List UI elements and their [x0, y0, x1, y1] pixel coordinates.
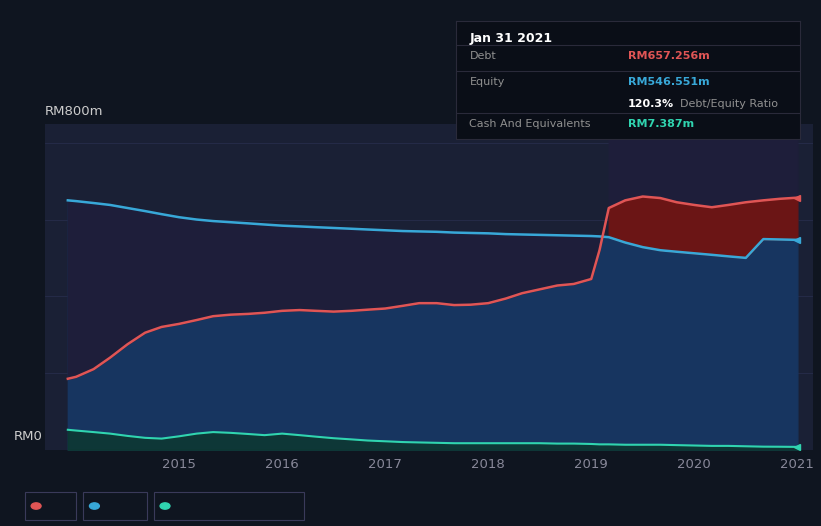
Text: RM800m: RM800m	[45, 105, 103, 118]
Text: RM657.256m: RM657.256m	[628, 50, 710, 60]
Text: Equity: Equity	[470, 77, 505, 87]
Text: RM7.387m: RM7.387m	[628, 119, 695, 129]
Text: Debt: Debt	[46, 500, 75, 512]
Text: Debt/Equity Ratio: Debt/Equity Ratio	[680, 99, 777, 109]
Text: Debt: Debt	[470, 50, 496, 60]
Text: Cash And Equivalents: Cash And Equivalents	[470, 119, 591, 129]
Text: RM546.551m: RM546.551m	[628, 77, 709, 87]
Text: Equity: Equity	[104, 500, 142, 512]
Text: Cash And Equivalents: Cash And Equivalents	[175, 500, 304, 512]
Text: Jan 31 2021: Jan 31 2021	[470, 32, 553, 45]
Text: 120.3%: 120.3%	[628, 99, 674, 109]
Text: RM0: RM0	[14, 430, 43, 443]
